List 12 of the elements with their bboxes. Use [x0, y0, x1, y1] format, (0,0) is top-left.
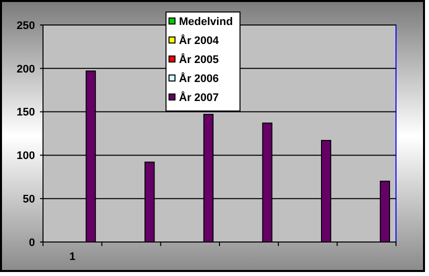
y-tick-label: 250 — [16, 20, 35, 32]
y-tick-label: 200 — [16, 63, 35, 76]
legend-label: År 2005 — [179, 52, 219, 66]
legend-label: Medelvind — [179, 16, 233, 28]
x-tick-label: 1 — [69, 251, 76, 263]
y-tick-label: 0 — [28, 236, 35, 249]
y-tick-label: 150 — [16, 106, 35, 119]
y-tick-label: 50 — [22, 193, 35, 206]
legend-label: År 2006 — [179, 72, 219, 85]
legend-label: År 2007 — [179, 90, 219, 104]
legend-label: År 2004 — [179, 34, 220, 47]
y-tick-label: 100 — [16, 150, 35, 162]
